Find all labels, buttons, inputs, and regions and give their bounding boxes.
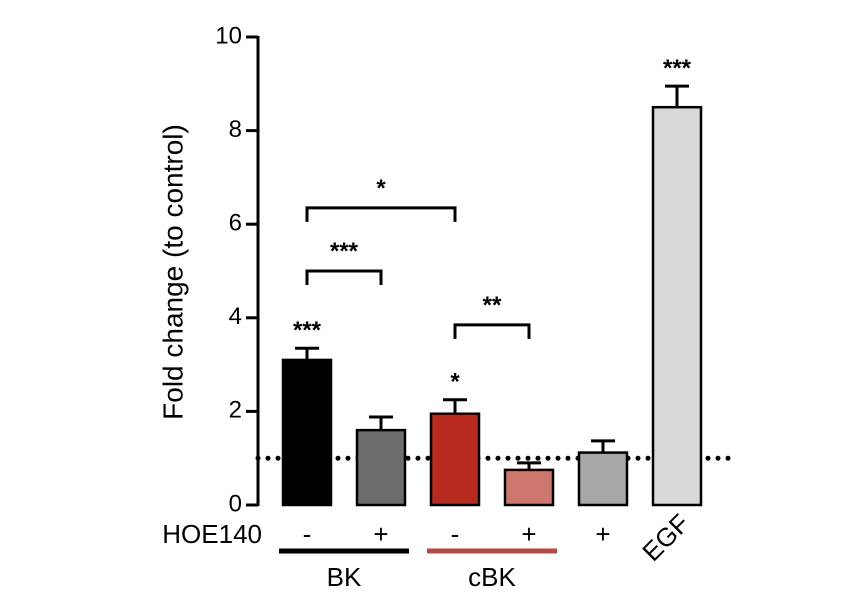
bar <box>503 468 555 507</box>
significance-label: *** <box>663 55 692 82</box>
hoe140-row-label: HOE140 <box>162 519 262 549</box>
significance-annotations: ************* <box>293 55 692 396</box>
bar <box>281 358 333 507</box>
y-tick-label: 10 <box>215 22 242 49</box>
y-tick-label: 0 <box>229 490 242 517</box>
comparison-label: * <box>376 175 386 202</box>
bar <box>429 412 481 507</box>
x-tick-label: - <box>451 519 460 549</box>
bars <box>281 84 703 507</box>
comparison-bracket <box>453 323 531 339</box>
x-tick-label: + <box>521 519 536 549</box>
bar <box>355 428 407 507</box>
x-tick-label: + <box>373 519 388 549</box>
group-label: cBK <box>468 562 516 592</box>
y-axis: 0 2 4 6 8 10 <box>215 22 260 517</box>
comparison-label: ** <box>483 292 502 319</box>
x-tick-label: EGF <box>636 508 695 567</box>
x-axis-labels: HOE140 - + - + + EGF BK cBK <box>162 508 695 592</box>
group-label: BK <box>327 562 362 592</box>
y-tick-label: 8 <box>229 116 242 143</box>
y-tick-label: 4 <box>229 303 242 330</box>
comparison-label: *** <box>330 238 359 265</box>
y-axis-label: Fold change (to control) <box>157 124 188 420</box>
x-tick-label: - <box>303 519 312 549</box>
comparison-bracket <box>305 206 457 222</box>
y-tick-label: 6 <box>229 210 242 237</box>
y-tick-label: 2 <box>229 397 242 424</box>
bar <box>651 105 703 507</box>
x-tick-label: + <box>595 519 610 549</box>
comparison-bracket <box>305 269 383 285</box>
bar <box>577 451 629 507</box>
significance-label: *** <box>293 317 322 344</box>
significance-label: * <box>450 369 460 396</box>
